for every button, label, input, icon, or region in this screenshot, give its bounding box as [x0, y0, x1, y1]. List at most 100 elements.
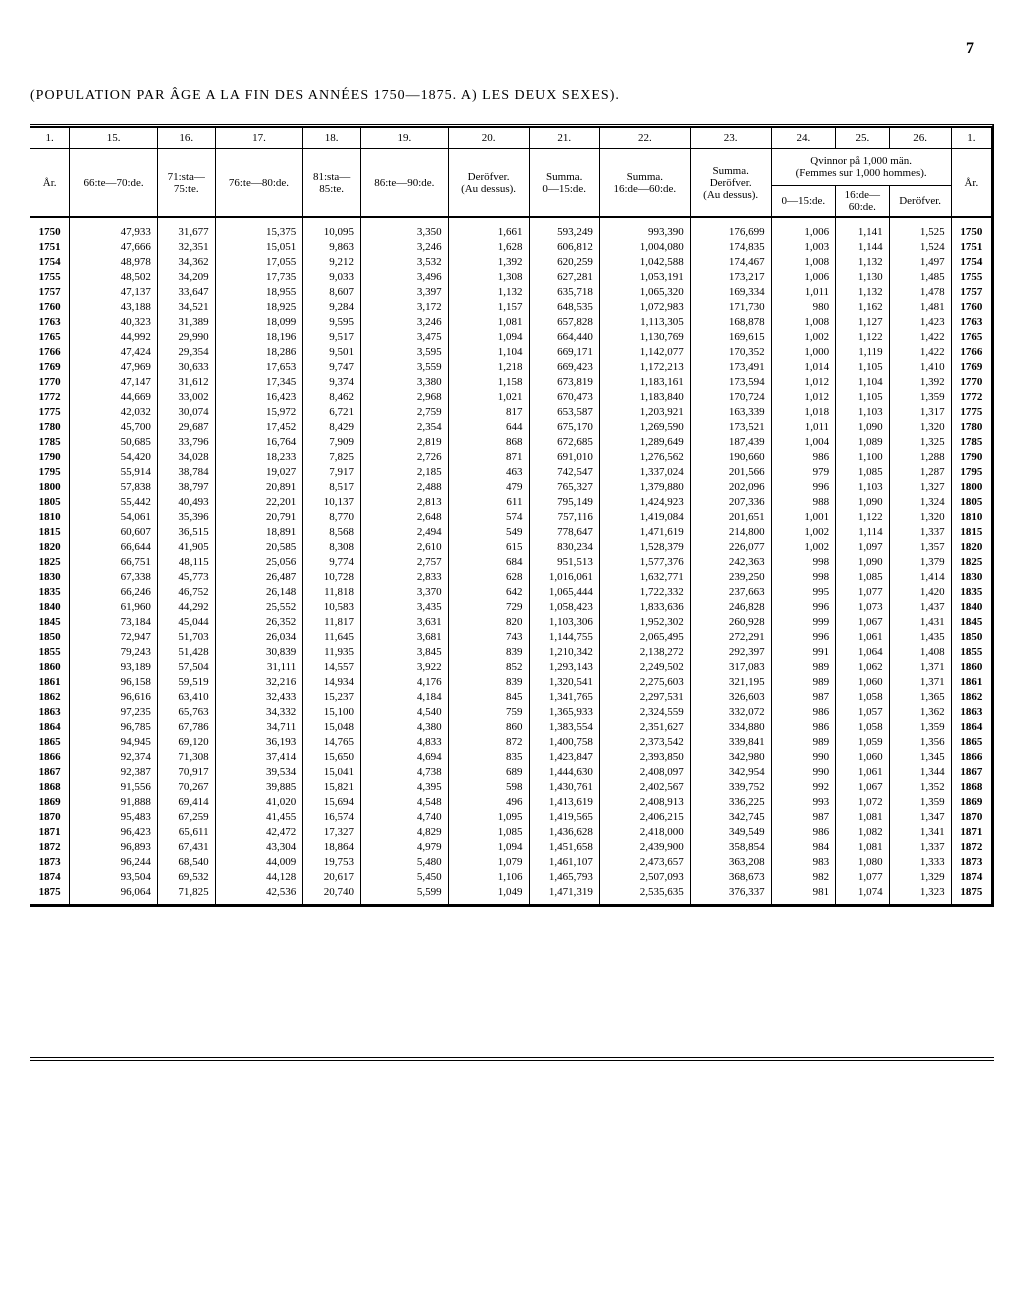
table-cell: 2,439,900: [599, 840, 690, 855]
table-cell: 2,408,097: [599, 765, 690, 780]
table-cell: 1850: [951, 630, 991, 645]
table-cell: 1,006: [771, 270, 835, 285]
col-num-1-right: 1.: [951, 128, 991, 149]
table-cell: 1,269,590: [599, 420, 690, 435]
hdr-c24: 0—15:de.: [771, 186, 835, 218]
table-cell: 986: [771, 705, 835, 720]
table-cell: 39,885: [215, 780, 303, 795]
table-cell: 1864: [30, 720, 70, 735]
table-cell: 1868: [30, 780, 70, 795]
table-cell: 169,615: [690, 330, 771, 345]
table-cell: 67,338: [70, 570, 158, 585]
table-cell: 951,513: [529, 555, 599, 570]
table-cell: 1,021: [448, 390, 529, 405]
table-cell: 1,431: [889, 615, 951, 630]
table-cell: 1,114: [836, 525, 890, 540]
table-cell: 1765: [30, 330, 70, 345]
table-cell: 1805: [30, 495, 70, 510]
col-num-20: 20.: [448, 128, 529, 149]
table-cell: 33,002: [157, 390, 215, 405]
table-cell: 1870: [951, 810, 991, 825]
table-cell: 3,922: [361, 660, 449, 675]
table-cell: 260,928: [690, 615, 771, 630]
table-row: 176043,18834,52118,9259,2843,1721,157648…: [30, 300, 991, 315]
table-cell: 1,132: [448, 285, 529, 300]
table-cell: 1,345: [889, 750, 951, 765]
table-cell: 1,628: [448, 240, 529, 255]
table-cell: 1869: [30, 795, 70, 810]
table-cell: 326,603: [690, 690, 771, 705]
table-row: 183566,24646,75226,14811,8183,3706421,06…: [30, 585, 991, 600]
table-cell: 742,547: [529, 465, 599, 480]
table-cell: 1,072: [836, 795, 890, 810]
table-cell: 20,791: [215, 510, 303, 525]
table-cell: 672,685: [529, 435, 599, 450]
table-cell: 25,552: [215, 600, 303, 615]
table-cell: 43,188: [70, 300, 158, 315]
table-cell: 7,909: [303, 435, 361, 450]
table-cell: 1,090: [836, 420, 890, 435]
table-cell: 1,060: [836, 675, 890, 690]
table-cell: 574: [448, 510, 529, 525]
hdr-c24-26-group: Qvinnor på 1,000 män.(Femmes sur 1,000 h…: [771, 149, 951, 186]
table-cell: 1,461,107: [529, 855, 599, 870]
table-cell: 743: [448, 630, 529, 645]
table-cell: 1,422: [889, 345, 951, 360]
table-cell: 1,080: [836, 855, 890, 870]
table-cell: 170,724: [690, 390, 771, 405]
table-cell: 3,172: [361, 300, 449, 315]
table-cell: 163,339: [690, 405, 771, 420]
table-cell: 48,978: [70, 255, 158, 270]
table-cell: 1,320: [889, 510, 951, 525]
table-row: 181560,60736,51518,8918,5682,494549778,6…: [30, 525, 991, 540]
table-row: 186991,88869,41441,02015,6944,5484961,41…: [30, 795, 991, 810]
table-cell: 187,439: [690, 435, 771, 450]
table-cell: 1772: [951, 390, 991, 405]
table-cell: 18,233: [215, 450, 303, 465]
table-cell: 171,730: [690, 300, 771, 315]
table-cell: 31,111: [215, 660, 303, 675]
table-cell: 1,414: [889, 570, 951, 585]
table-cell: 1757: [30, 285, 70, 300]
table-cell: 2,535,635: [599, 885, 690, 905]
table-cell: 3,435: [361, 600, 449, 615]
table-cell: 479: [448, 480, 529, 495]
col-num-17: 17.: [215, 128, 303, 149]
table-cell: 69,414: [157, 795, 215, 810]
table-cell: 321,195: [690, 675, 771, 690]
table-cell: 96,893: [70, 840, 158, 855]
table-cell: 1874: [951, 870, 991, 885]
table-cell: 606,812: [529, 240, 599, 255]
table-cell: 38,784: [157, 465, 215, 480]
table-row: 175448,97834,36217,0559,2123,5321,392620…: [30, 255, 991, 270]
table-cell: 57,838: [70, 480, 158, 495]
table-cell: 96,158: [70, 675, 158, 690]
table-cell: 5,480: [361, 855, 449, 870]
table-cell: 15,048: [303, 720, 361, 735]
table-cell: 1795: [30, 465, 70, 480]
table-cell: 91,556: [70, 780, 158, 795]
table-row: 178045,70029,68717,4528,4292,354644675,1…: [30, 420, 991, 435]
table-cell: 986: [771, 450, 835, 465]
table-cell: 1,127: [836, 315, 890, 330]
table-cell: 20,740: [303, 885, 361, 905]
table-cell: 1871: [951, 825, 991, 840]
table-cell: 1860: [951, 660, 991, 675]
table-row: 180057,83838,79720,8918,5172,488479765,3…: [30, 480, 991, 495]
table-cell: 2,354: [361, 420, 449, 435]
table-cell: 40,323: [70, 315, 158, 330]
table-cell: 1790: [951, 450, 991, 465]
table-cell: 51,428: [157, 645, 215, 660]
table-cell: 1,082: [836, 825, 890, 840]
table-cell: 2,324,559: [599, 705, 690, 720]
table-cell: 1,952,302: [599, 615, 690, 630]
table-cell: 1,089: [836, 435, 890, 450]
table-cell: 3,845: [361, 645, 449, 660]
table-cell: 37,414: [215, 750, 303, 765]
table-cell: 1855: [951, 645, 991, 660]
table-cell: 32,216: [215, 675, 303, 690]
table-cell: 342,745: [690, 810, 771, 825]
table-cell: 1,722,332: [599, 585, 690, 600]
col-num-22: 22.: [599, 128, 690, 149]
table-cell: 34,711: [215, 720, 303, 735]
